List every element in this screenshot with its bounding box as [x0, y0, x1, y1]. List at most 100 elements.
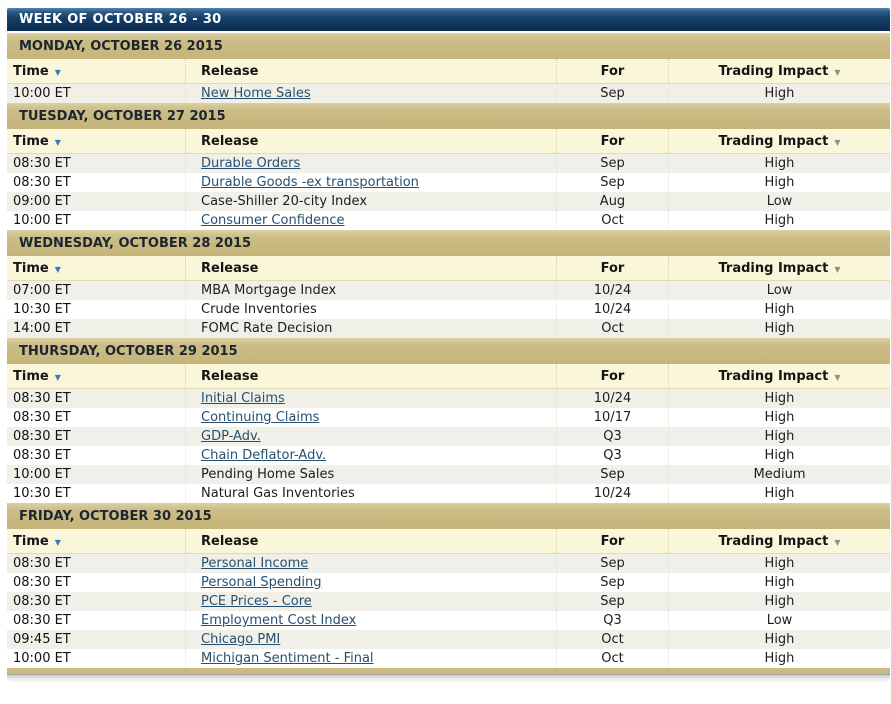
release-row: 09:00 ET Case-Shiller 20-city Index Aug … — [7, 192, 890, 211]
column-header-trading-impact[interactable]: Trading Impact ▼ — [668, 256, 890, 280]
sort-down-icon: ▼ — [834, 67, 841, 77]
day-rows: 08:30 ET Initial Claims 10/24 High 08:30… — [7, 389, 890, 503]
release-link[interactable]: GDP-Adv. — [201, 429, 261, 444]
release-row: 08:30 ET Personal Spending Sep High — [7, 573, 890, 592]
column-header-row: Time ▼ Release For Trading Impact ▼ — [7, 256, 890, 281]
sort-down-icon: ▼ — [834, 137, 841, 147]
sort-down-icon: ▼ — [54, 537, 61, 547]
column-label-release: Release — [201, 368, 259, 384]
release-cell: Durable Goods -ex transportation — [185, 173, 556, 192]
trading-impact-value: High — [668, 649, 890, 668]
trading-impact-value: Low — [668, 192, 890, 211]
release-link[interactable]: New Home Sales — [201, 86, 311, 101]
table-bottom-border — [7, 668, 890, 674]
release-time: 09:45 ET — [13, 632, 71, 647]
release-row: 08:30 ET Chain Deflator-Adv. Q3 High — [7, 446, 890, 465]
sort-down-icon: ▼ — [834, 537, 841, 547]
release-row: 08:30 ET Durable Orders Sep High — [7, 154, 890, 173]
column-header-trading-impact[interactable]: Trading Impact ▼ — [668, 529, 890, 553]
release-text: Pending Home Sales — [201, 467, 335, 482]
release-period: Q3 — [556, 611, 668, 630]
release-link[interactable]: Personal Spending — [201, 575, 322, 590]
release-cell: Pending Home Sales — [185, 465, 556, 484]
column-header-for: For — [556, 529, 668, 553]
release-row: 08:30 ET Initial Claims 10/24 High — [7, 389, 890, 408]
day-header: MONDAY, OCTOBER 26 2015 — [7, 33, 890, 59]
release-cell: MBA Mortgage Index — [185, 281, 556, 300]
release-cell: PCE Prices - Core — [185, 592, 556, 611]
release-link[interactable]: Durable Goods -ex transportation — [201, 175, 419, 190]
week-title: WEEK OF OCTOBER 26 - 30 — [19, 12, 222, 27]
day-header-label: WEDNESDAY, OCTOBER 28 2015 — [19, 235, 252, 251]
column-label-trading-impact: Trading Impact — [718, 133, 829, 149]
release-period: Sep — [556, 573, 668, 592]
release-time: 08:30 ET — [13, 556, 71, 571]
release-text: Case-Shiller 20-city Index — [201, 194, 368, 209]
release-time: 08:30 ET — [13, 429, 71, 444]
release-link[interactable]: Chicago PMI — [201, 632, 281, 647]
column-header-for: For — [556, 129, 668, 153]
trading-impact-value: Low — [668, 281, 890, 300]
day-header: TUESDAY, OCTOBER 27 2015 — [7, 103, 890, 129]
release-row: 14:00 ET FOMC Rate Decision Oct High — [7, 319, 890, 338]
release-time: 08:30 ET — [13, 448, 71, 463]
column-header-release: Release — [185, 59, 556, 83]
column-header-time[interactable]: Time ▼ — [7, 129, 185, 153]
release-cell: Case-Shiller 20-city Index — [185, 192, 556, 211]
release-time: 08:30 ET — [13, 410, 71, 425]
release-time: 07:00 ET — [13, 283, 71, 298]
release-cell: GDP-Adv. — [185, 427, 556, 446]
column-header-release: Release — [185, 129, 556, 153]
release-time: 10:30 ET — [13, 302, 71, 317]
column-label-release: Release — [201, 133, 259, 149]
release-row: 08:30 ET Employment Cost Index Q3 Low — [7, 611, 890, 630]
column-header-trading-impact[interactable]: Trading Impact ▼ — [668, 59, 890, 83]
release-link[interactable]: Personal Income — [201, 556, 309, 571]
column-label-for: For — [600, 533, 625, 549]
column-header-row: Time ▼ Release For Trading Impact ▼ — [7, 59, 890, 84]
column-header-trading-impact[interactable]: Trading Impact ▼ — [668, 364, 890, 388]
release-period: Sep — [556, 465, 668, 484]
release-period: 10/24 — [556, 389, 668, 408]
release-link[interactable]: Michigan Sentiment - Final — [201, 651, 374, 666]
release-link[interactable]: Durable Orders — [201, 156, 301, 171]
column-label-time: Time — [13, 368, 49, 384]
release-period: Oct — [556, 649, 668, 668]
column-header-time[interactable]: Time ▼ — [7, 59, 185, 83]
column-label-for: For — [600, 133, 625, 149]
release-cell: Personal Spending — [185, 573, 556, 592]
release-time: 08:30 ET — [13, 613, 71, 628]
column-label-for: For — [600, 63, 625, 79]
day-section: THURSDAY, OCTOBER 29 2015 Time ▼ Release… — [7, 338, 890, 503]
column-header-row: Time ▼ Release For Trading Impact ▼ — [7, 129, 890, 154]
column-header-time[interactable]: Time ▼ — [7, 256, 185, 280]
release-link[interactable]: Continuing Claims — [201, 410, 320, 425]
release-cell: Initial Claims — [185, 389, 556, 408]
trading-impact-value: High — [668, 319, 890, 338]
release-cell: Crude Inventories — [185, 300, 556, 319]
release-cell: Continuing Claims — [185, 408, 556, 427]
release-link[interactable]: Chain Deflator-Adv. — [201, 448, 327, 463]
day-header-label: TUESDAY, OCTOBER 27 2015 — [19, 108, 226, 124]
sort-down-icon: ▼ — [54, 372, 61, 382]
release-link[interactable]: Initial Claims — [201, 391, 285, 406]
release-time: 08:30 ET — [13, 594, 71, 609]
release-row: 10:00 ET Consumer Confidence Oct High — [7, 211, 890, 230]
release-link[interactable]: Employment Cost Index — [201, 613, 357, 628]
release-cell: FOMC Rate Decision — [185, 319, 556, 338]
release-link[interactable]: PCE Prices - Core — [201, 594, 312, 609]
column-header-trading-impact[interactable]: Trading Impact ▼ — [668, 129, 890, 153]
column-header-time[interactable]: Time ▼ — [7, 364, 185, 388]
release-period: Q3 — [556, 446, 668, 465]
day-section: FRIDAY, OCTOBER 30 2015 Time ▼ Release F… — [7, 503, 890, 668]
column-label-trading-impact: Trading Impact — [718, 533, 829, 549]
release-period: Sep — [556, 173, 668, 192]
release-period: Oct — [556, 630, 668, 649]
column-header-time[interactable]: Time ▼ — [7, 529, 185, 553]
release-row: 10:00 ET Pending Home Sales Sep Medium — [7, 465, 890, 484]
release-cell: Chain Deflator-Adv. — [185, 446, 556, 465]
column-label-time: Time — [13, 260, 49, 276]
column-label-trading-impact: Trading Impact — [718, 63, 829, 79]
release-link[interactable]: Consumer Confidence — [201, 213, 345, 228]
sort-down-icon: ▼ — [54, 264, 61, 274]
